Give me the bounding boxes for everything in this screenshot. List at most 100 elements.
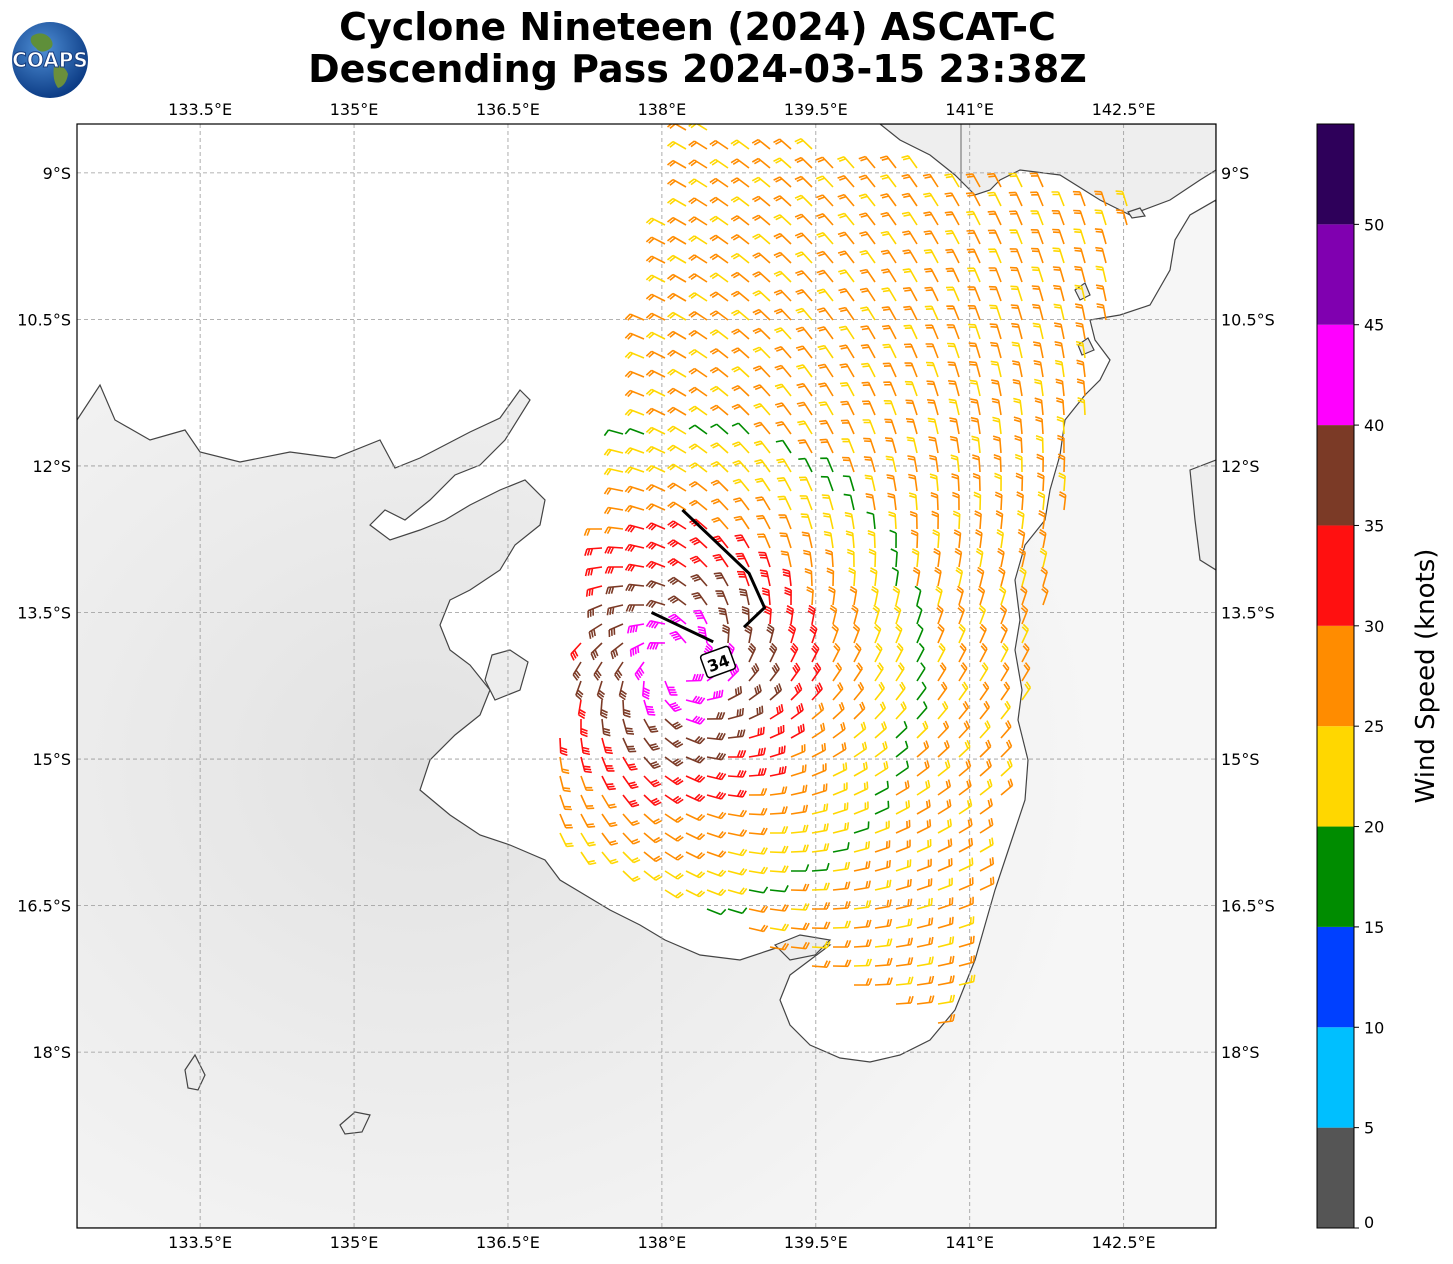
colorbar-tick-10: 50 — [1364, 215, 1384, 234]
wind-barb — [688, 443, 708, 454]
coaps-logo-icon: COAPS — [12, 22, 88, 98]
wind-barb — [991, 397, 1002, 416]
wind-barb — [811, 763, 827, 777]
wind-barb — [923, 211, 939, 226]
wind-barb — [1032, 322, 1044, 340]
chart-title-line2: Descending Pass 2024-03-15 23:38Z — [308, 47, 1087, 91]
wind-barb — [826, 567, 835, 587]
wind-barb — [1115, 190, 1128, 207]
wind-barb — [690, 573, 708, 587]
wind-barb — [987, 229, 1002, 245]
wind-barb — [645, 388, 666, 397]
map-gridlines — [77, 124, 1216, 1228]
wind-barb — [811, 682, 823, 701]
wind-barb — [1033, 360, 1044, 378]
colorbar-bin-8 — [1317, 324, 1354, 426]
wind-barb — [1037, 491, 1046, 511]
wind-barb — [1053, 322, 1065, 340]
wind-barb — [727, 809, 748, 818]
wind-barb — [888, 511, 897, 530]
wind-barb — [832, 861, 851, 872]
wind-barb — [884, 418, 897, 435]
wind-barb — [958, 955, 976, 967]
wind-barb — [1021, 623, 1030, 644]
wind-barb — [990, 341, 1002, 359]
wind-barb — [779, 532, 792, 549]
wind-barb — [601, 832, 619, 846]
wind-barb — [706, 869, 727, 877]
wind-barb — [768, 642, 778, 663]
wind-barb — [645, 236, 666, 245]
lat-tick-left-6: 18°S — [32, 1043, 71, 1062]
wind-barb — [979, 739, 992, 758]
wind-barb — [688, 499, 708, 511]
wind-barb — [948, 398, 960, 416]
wind-barb — [1041, 585, 1049, 606]
wind-barb — [845, 530, 855, 549]
chart-title-line1: Cyclone Nineteen (2024) ASCAT-C — [339, 5, 1056, 49]
wind-barb — [937, 720, 950, 739]
wind-barb — [624, 447, 645, 455]
wind-barb — [748, 905, 769, 913]
colorbar-tick-7: 35 — [1364, 516, 1384, 535]
wind-barb — [710, 442, 729, 454]
wind-barb — [889, 529, 897, 549]
wind-barb — [667, 406, 687, 416]
wind-barb — [1057, 434, 1065, 454]
wind-barb — [559, 794, 572, 811]
wind-barb — [622, 832, 641, 845]
wind-barb — [645, 217, 666, 226]
wind-barb — [625, 583, 645, 592]
wind-barb — [790, 824, 809, 834]
wind-barb — [886, 474, 897, 492]
wind-barb — [727, 868, 748, 876]
wind-barb — [998, 566, 1006, 587]
wind-barb — [839, 382, 855, 397]
wind-barb — [685, 715, 706, 725]
wind-barb — [685, 832, 706, 841]
wind-barb — [811, 862, 830, 872]
wind-barb — [958, 623, 966, 644]
wind-barb — [645, 312, 666, 321]
wind-barb — [932, 529, 940, 549]
wind-barb — [795, 270, 813, 283]
wind-barb — [624, 313, 645, 321]
wind-barb — [773, 270, 792, 283]
wind-barb — [979, 876, 995, 891]
wind-barb — [815, 175, 834, 188]
lon-tick-bottom-2: 136.5°E — [476, 1233, 540, 1252]
wind-barb — [926, 380, 939, 397]
wind-barb — [916, 995, 935, 1005]
wind-barb — [774, 402, 792, 416]
wind-barb — [748, 767, 767, 777]
wind-barb — [1073, 209, 1086, 226]
wind-barb — [874, 681, 885, 701]
wind-barb — [773, 214, 792, 226]
wind-barb — [1000, 662, 1010, 682]
wind-barb — [559, 813, 573, 829]
wind-barb — [711, 535, 729, 549]
wind-barb — [1095, 284, 1107, 302]
wind-barb — [667, 595, 687, 606]
wind-barb — [874, 701, 887, 720]
wind-barb — [1051, 210, 1065, 226]
wind-barb — [752, 290, 771, 302]
wind-barb — [905, 418, 918, 435]
wind-barb — [645, 541, 666, 550]
wind-barb — [883, 381, 897, 397]
wind-barb — [790, 922, 810, 931]
wind-barb — [937, 779, 952, 796]
wind-barb — [838, 288, 855, 302]
wind-barb — [1031, 285, 1044, 302]
wind-barb — [643, 718, 659, 733]
wind-barb — [999, 604, 1008, 625]
wind-barb — [923, 230, 939, 245]
wind-barb — [811, 843, 830, 853]
wind-barb — [624, 466, 645, 474]
colorbar-tick-0: 0 — [1364, 1213, 1374, 1232]
wind-barb — [1009, 248, 1023, 264]
wind-barb — [754, 477, 771, 492]
wind-barb — [769, 704, 784, 720]
wind-barb — [994, 472, 1002, 492]
wind-barb — [580, 851, 597, 866]
